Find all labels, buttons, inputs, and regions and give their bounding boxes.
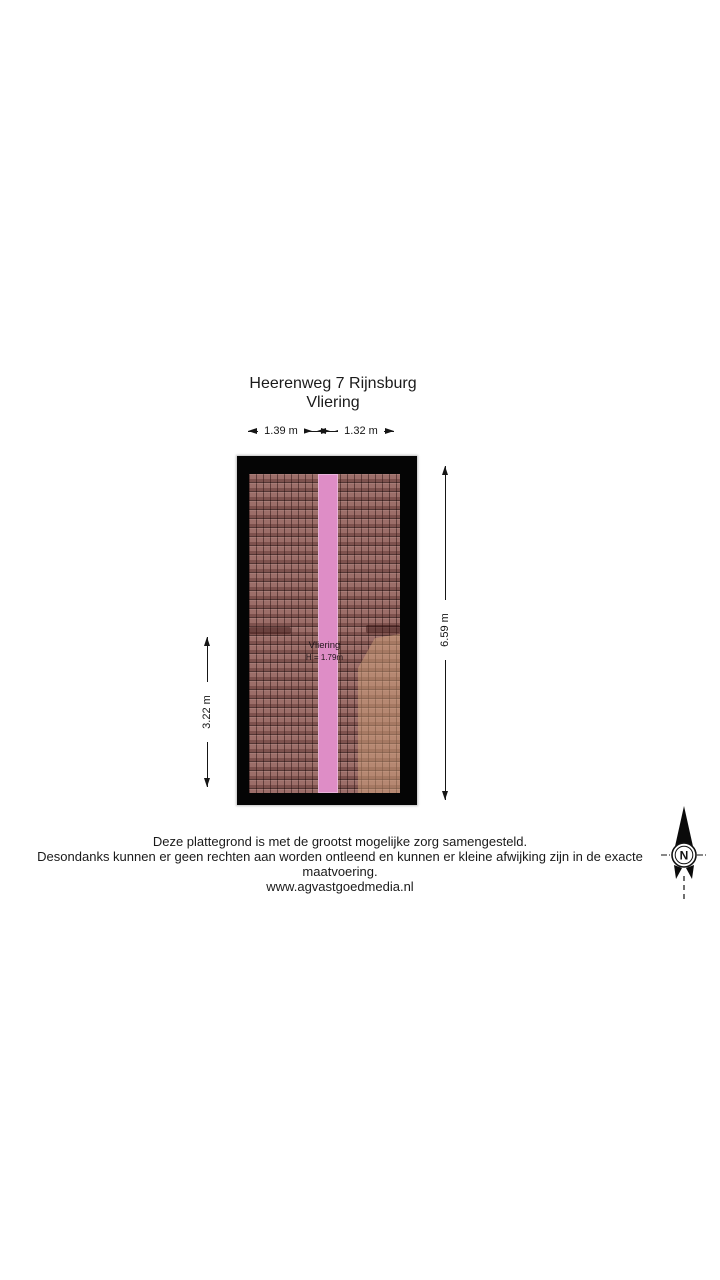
roof-beam-left	[249, 627, 291, 634]
roof-surface: Vliering H = 1.79m	[249, 474, 400, 793]
room-name: Vliering	[308, 640, 341, 651]
website-url: www.agvastgoedmedia.nl	[266, 879, 414, 894]
arrow-down-icon	[204, 778, 210, 787]
dimension-left-label: 3.22 m	[200, 682, 214, 742]
roof-beam-right	[366, 625, 400, 633]
compass-needle	[674, 806, 694, 851]
ridge-strip	[318, 474, 338, 793]
disclaimer-line-2: Desondanks kunnen er geen rechten aan wo…	[37, 849, 643, 879]
arrow-right-icon	[321, 428, 330, 434]
north-compass-icon: N	[661, 806, 707, 902]
compass-wing-right	[686, 865, 694, 879]
disclaimer-line-1: Deze plattegrond is met de grootst mogel…	[152, 834, 528, 849]
arrow-up-icon	[442, 466, 448, 475]
arrow-left-icon	[248, 428, 257, 434]
arrow-up-icon	[204, 637, 210, 646]
dimension-right-label: 6.59 m	[438, 600, 452, 660]
dimension-top-right-label: 1.32 m	[338, 424, 384, 438]
plan-frame: Vliering H = 1.79m	[237, 456, 417, 805]
room-height: H = 1.79m	[305, 653, 344, 662]
compass-inner-ring	[674, 845, 694, 865]
title-floor-name: Vliering	[306, 394, 360, 411]
dimension-top-left-label: 1.39 m	[258, 424, 304, 438]
title-address: Heerenweg 7 Rijnsburg	[249, 375, 417, 392]
compass-north-label: N	[680, 849, 689, 863]
page-title: Heerenweg 7 Rijnsburg Vliering	[233, 374, 433, 412]
roof-light-section	[358, 634, 400, 793]
arrow-right-icon	[385, 428, 394, 434]
compass-wing-left	[674, 865, 682, 879]
arrow-down-icon	[442, 791, 448, 800]
arrow-right-icon	[303, 428, 312, 434]
disclaimer: Deze plattegrond is met de grootst mogel…	[0, 834, 680, 894]
room-label: Vliering H = 1.79m	[249, 640, 400, 663]
